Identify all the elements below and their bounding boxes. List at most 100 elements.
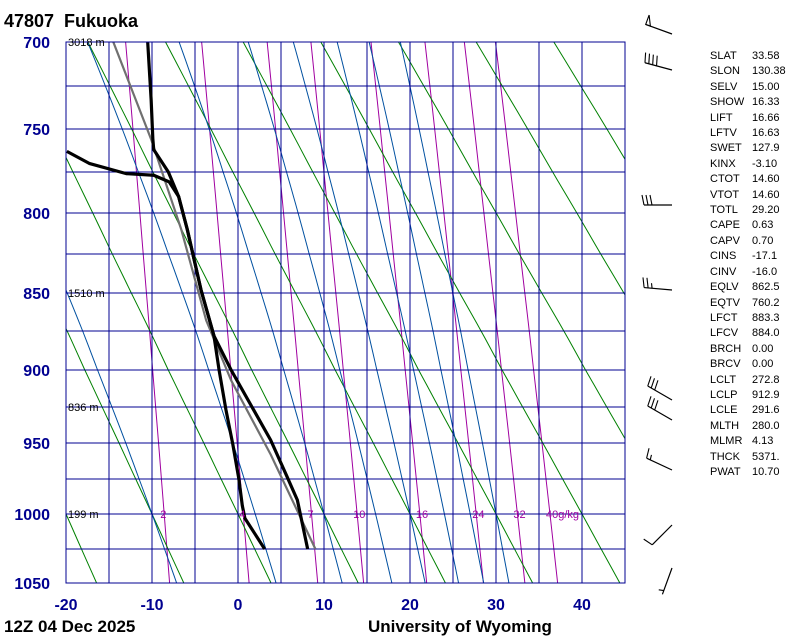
stat-key: SLAT bbox=[710, 50, 737, 62]
x-tick-label: -10 bbox=[140, 597, 163, 614]
wind-barb bbox=[642, 277, 673, 291]
height-label: 3018 m bbox=[68, 37, 105, 49]
y-tick-label: 950 bbox=[23, 436, 50, 453]
stat-value: 10.70 bbox=[752, 465, 780, 478]
wind-barb-full bbox=[642, 277, 645, 288]
dry-adiabat-line bbox=[87, 42, 365, 583]
mixing-ratio-label: 32 bbox=[513, 509, 525, 521]
stat-key: PWAT bbox=[710, 465, 741, 478]
x-tick-label: 30 bbox=[487, 597, 505, 614]
dewpoint-profile bbox=[66, 149, 267, 550]
stat-key: MLTH bbox=[710, 419, 740, 432]
stat-key: LIFT bbox=[710, 111, 733, 124]
stat-value: -16.0 bbox=[752, 265, 778, 278]
wind-barb-staff bbox=[644, 62, 673, 71]
stat-row: CINV -16.0 bbox=[710, 265, 786, 280]
wind-barb bbox=[644, 14, 673, 35]
y-tick-label: 800 bbox=[23, 206, 50, 223]
wind-barb-full bbox=[647, 396, 652, 407]
parcel-profile bbox=[112, 42, 317, 550]
wind-barb-full bbox=[649, 194, 653, 206]
mixing-ratio-label: 7 bbox=[308, 509, 314, 521]
stat-value: 33.58 bbox=[752, 50, 780, 62]
height-label: 1510 m bbox=[68, 288, 105, 300]
stat-row: EQLV 862.5 bbox=[710, 280, 786, 295]
wind-barb-full bbox=[650, 398, 656, 409]
stat-value: 5371. bbox=[752, 450, 780, 463]
stat-row: LCLT 272.8 bbox=[710, 373, 786, 388]
mixing-ratio-label: 16 bbox=[416, 509, 428, 521]
sounding-indices: SLAT 33.58 SLON 130.38 SELV 15.00 SHOW 16.33 LIF… bbox=[710, 49, 786, 480]
stat-row: LFCV 884.0 bbox=[710, 326, 786, 341]
stat-key: MLMR bbox=[710, 435, 743, 448]
stat-row: VTOT 14.60 bbox=[710, 188, 786, 203]
wind-barb bbox=[658, 567, 673, 595]
mixing-ratio-label: 2 bbox=[160, 509, 166, 521]
stat-value: 29.20 bbox=[752, 204, 780, 217]
stat-key: LCLE bbox=[710, 404, 738, 417]
observation-time: 12Z 04 Dec 2025 bbox=[4, 617, 136, 636]
stat-key: CINS bbox=[710, 250, 737, 263]
plot-area bbox=[66, 42, 625, 583]
wind-barb-staff bbox=[647, 385, 673, 401]
wind-barb-full bbox=[645, 194, 649, 206]
stat-value: 16.63 bbox=[752, 127, 780, 140]
stat-row: EQTV 760.2 bbox=[710, 296, 786, 311]
y-tick-label: 900 bbox=[23, 363, 50, 380]
wind-barb-full bbox=[641, 194, 645, 206]
mixing-ratio-line bbox=[310, 42, 365, 583]
stat-key: LCLT bbox=[710, 373, 737, 386]
mixing-ratio-line bbox=[125, 42, 171, 583]
stat-value: 0.63 bbox=[752, 219, 774, 232]
mixing-ratio-label: 40g/kg bbox=[546, 509, 579, 521]
stat-row: LCLE 291.6 bbox=[710, 403, 786, 418]
stat-row: TOTL 29.20 bbox=[710, 203, 786, 218]
height-label: 199 m bbox=[68, 509, 99, 521]
wind-barb-staff bbox=[651, 524, 673, 546]
wind-barb-half bbox=[650, 283, 653, 289]
stat-key: SWET bbox=[710, 142, 742, 155]
temperature-profile bbox=[146, 42, 310, 550]
wind-barb-full bbox=[646, 277, 649, 288]
dry-adiabat-line bbox=[66, 156, 278, 583]
mixing-ratio-label: 4 bbox=[239, 509, 245, 521]
wind-barb-full bbox=[654, 380, 659, 391]
stat-value: 0.00 bbox=[752, 342, 774, 355]
stat-key: EQLV bbox=[710, 281, 739, 294]
stat-value: -3.10 bbox=[752, 157, 778, 170]
stat-value: 280.0 bbox=[752, 419, 780, 432]
stat-key: LFTV bbox=[710, 127, 737, 140]
mixing-ratio-line bbox=[370, 42, 429, 583]
wind-barb-half bbox=[658, 589, 664, 592]
stat-value: 291.6 bbox=[752, 404, 780, 417]
stat-key: THCK bbox=[710, 450, 740, 463]
wind-barb-full bbox=[647, 376, 652, 387]
wind-barb-staff bbox=[646, 457, 673, 471]
stat-row: SELV 15.00 bbox=[710, 80, 786, 95]
dry-adiabat-line bbox=[475, 42, 625, 296]
stat-row: CTOT 14.60 bbox=[710, 172, 786, 187]
dry-adiabat-line bbox=[242, 42, 540, 583]
stat-row: PWAT 10.70 bbox=[710, 465, 786, 480]
moist-adiabat-line bbox=[399, 42, 512, 583]
wind-barb-full bbox=[650, 378, 656, 389]
stat-value: 16.33 bbox=[752, 96, 780, 109]
moist-adiabat-line bbox=[247, 42, 396, 583]
dry-adiabat-line bbox=[553, 42, 625, 161]
stat-value: 0.70 bbox=[752, 234, 774, 247]
y-tick-label: 700 bbox=[23, 35, 50, 52]
y-tick-label: 850 bbox=[23, 286, 50, 303]
moist-adiabat-line bbox=[87, 42, 281, 583]
stat-key: LFCT bbox=[710, 311, 738, 324]
stat-row: THCK 5371. bbox=[710, 450, 786, 465]
stat-row: SHOW 16.33 bbox=[710, 95, 786, 110]
height-label: 836 m bbox=[68, 402, 99, 414]
x-tick-label: 40 bbox=[573, 597, 591, 614]
stat-key: CINV bbox=[710, 265, 737, 278]
stat-key: SELV bbox=[710, 80, 738, 93]
stat-value: 14.60 bbox=[752, 188, 780, 201]
stat-key: CAPV bbox=[710, 234, 740, 247]
stat-row: SLAT 33.58 bbox=[710, 49, 786, 64]
wind-barb-full bbox=[646, 448, 650, 459]
